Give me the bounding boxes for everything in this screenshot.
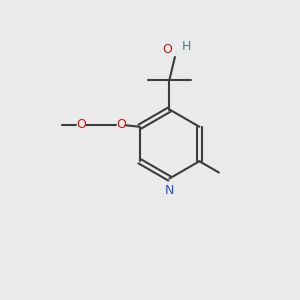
Text: O: O bbox=[76, 118, 86, 131]
Text: O: O bbox=[116, 118, 126, 131]
Text: H: H bbox=[182, 40, 191, 53]
Text: O: O bbox=[162, 43, 172, 56]
Text: N: N bbox=[165, 184, 174, 197]
